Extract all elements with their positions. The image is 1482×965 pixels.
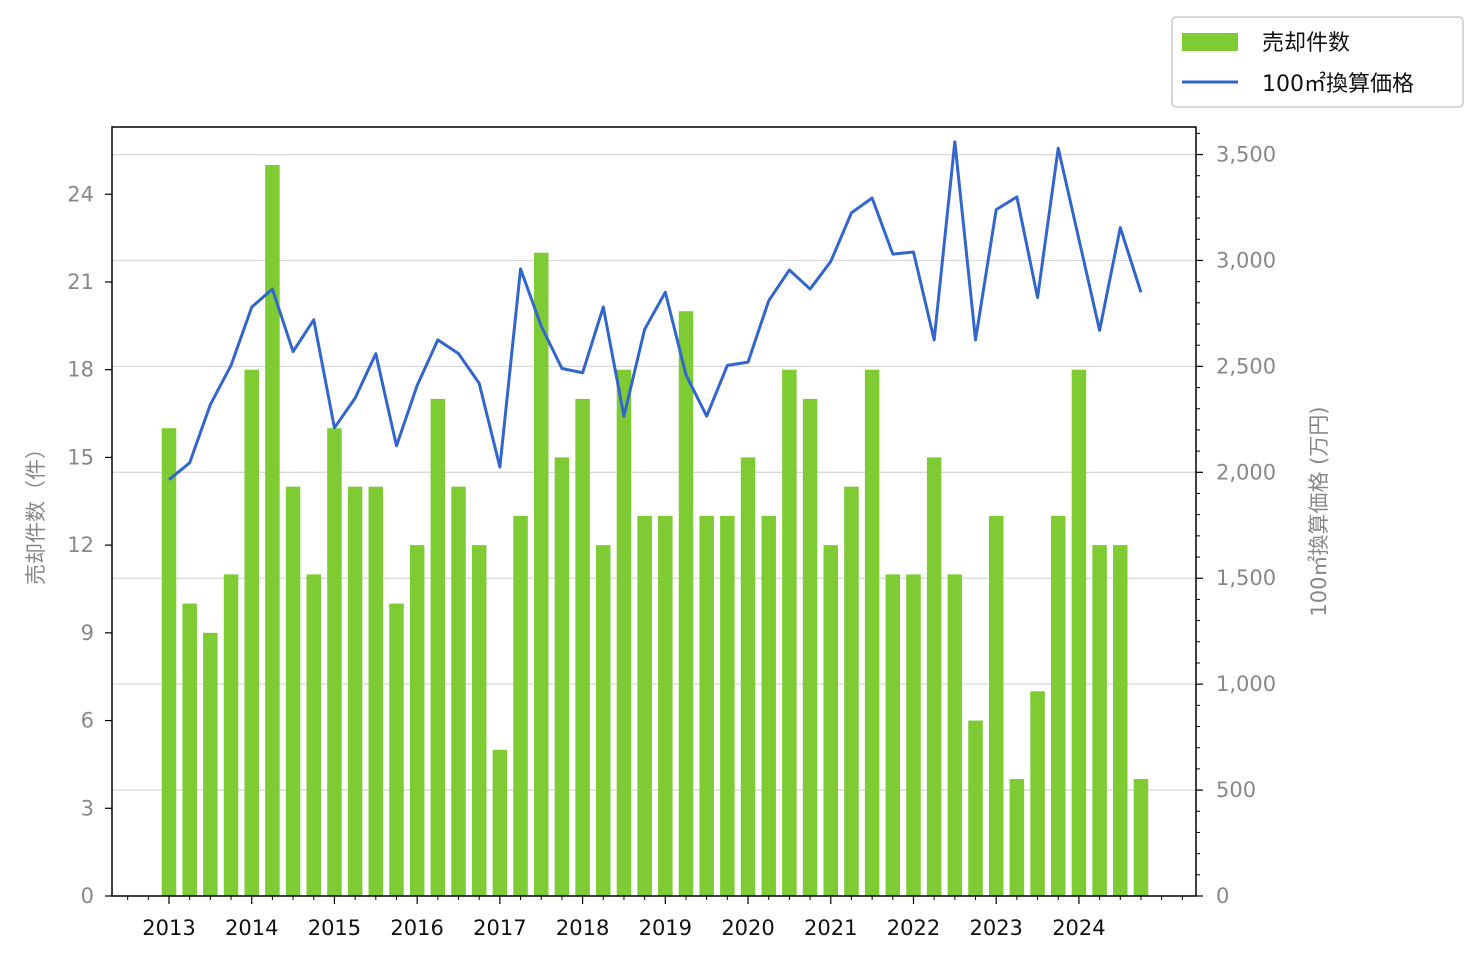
x-tick-label: 2019 bbox=[639, 916, 692, 940]
bar bbox=[658, 516, 673, 896]
y-left-tick-label: 21 bbox=[67, 270, 94, 294]
y-left-tick-label: 6 bbox=[81, 709, 94, 733]
bar bbox=[389, 604, 404, 896]
bar bbox=[1134, 779, 1149, 896]
x-tick-label: 2018 bbox=[556, 916, 609, 940]
x-tick-label: 2016 bbox=[390, 916, 443, 940]
x-tick-label: 2021 bbox=[804, 916, 857, 940]
y-right-tick-label: 3,500 bbox=[1216, 143, 1276, 167]
bar bbox=[410, 545, 425, 896]
bar bbox=[927, 457, 942, 896]
x-tick-label: 2014 bbox=[225, 916, 278, 940]
y-left-tick-label: 12 bbox=[67, 533, 94, 557]
bar bbox=[596, 545, 611, 896]
bar bbox=[906, 574, 921, 896]
bar bbox=[886, 574, 901, 896]
y-right-tick-label: 500 bbox=[1216, 778, 1256, 802]
y-left-tick-label: 18 bbox=[67, 358, 94, 382]
legend-bar-swatch bbox=[1182, 33, 1238, 51]
bar bbox=[431, 399, 446, 896]
bar bbox=[534, 253, 549, 896]
bar bbox=[369, 487, 384, 896]
bar bbox=[182, 604, 197, 896]
bar bbox=[1113, 545, 1128, 896]
bar bbox=[1072, 370, 1087, 896]
bar bbox=[224, 574, 239, 896]
legend-line-label: 100㎡換算価格 bbox=[1262, 71, 1414, 97]
line-series bbox=[169, 142, 1141, 480]
bar bbox=[637, 516, 652, 896]
bar bbox=[265, 165, 280, 896]
y-left-tick-label: 9 bbox=[81, 621, 94, 645]
bar bbox=[761, 516, 776, 896]
y-right-tick-label: 2,000 bbox=[1216, 460, 1276, 484]
bar bbox=[162, 428, 177, 896]
y-right-tick-label: 0 bbox=[1216, 884, 1229, 908]
y-right-tick-label: 1,000 bbox=[1216, 672, 1276, 696]
bar bbox=[348, 487, 363, 896]
bar bbox=[989, 516, 1004, 896]
bar bbox=[451, 487, 466, 896]
y-right-tick-label: 3,000 bbox=[1216, 248, 1276, 272]
bar bbox=[493, 750, 508, 896]
bar bbox=[286, 487, 301, 896]
bar bbox=[968, 721, 983, 896]
y-left-tick-label: 3 bbox=[81, 796, 94, 820]
y-left-axis-title: 売却件数（件） bbox=[24, 438, 48, 585]
legend: 売却件数 100㎡換算価格 bbox=[1172, 17, 1463, 107]
x-tick-label: 2017 bbox=[473, 916, 526, 940]
bar bbox=[307, 574, 322, 896]
bar bbox=[1051, 516, 1066, 896]
bar-series bbox=[162, 165, 1148, 896]
bar bbox=[617, 370, 632, 896]
legend-bar-label: 売却件数 bbox=[1262, 31, 1350, 56]
bar bbox=[679, 311, 694, 896]
bar bbox=[699, 516, 714, 896]
bar bbox=[720, 516, 735, 896]
bar bbox=[948, 574, 963, 896]
bar bbox=[472, 545, 487, 896]
bar bbox=[513, 516, 528, 896]
y-left-tick-label: 0 bbox=[81, 884, 94, 908]
y-right-tick-label: 2,500 bbox=[1216, 354, 1276, 378]
bar bbox=[782, 370, 797, 896]
bar bbox=[865, 370, 880, 896]
bar bbox=[1092, 545, 1107, 896]
bar bbox=[741, 457, 756, 896]
y-right-axis-title: 100㎡換算価格 (万円) bbox=[1307, 406, 1331, 616]
y-left-tick-label: 24 bbox=[67, 182, 94, 206]
bar bbox=[327, 428, 342, 896]
bar bbox=[803, 399, 818, 896]
x-tick-label: 2022 bbox=[887, 916, 940, 940]
bar bbox=[555, 457, 570, 896]
x-tick-label: 2024 bbox=[1052, 916, 1105, 940]
bar bbox=[844, 487, 859, 896]
y-right-tick-label: 1,500 bbox=[1216, 566, 1276, 590]
y-left-tick-label: 15 bbox=[67, 445, 94, 469]
bar bbox=[824, 545, 839, 896]
bar bbox=[575, 399, 590, 896]
bar bbox=[1030, 691, 1045, 896]
price-line bbox=[169, 142, 1141, 480]
x-tick-label: 2015 bbox=[308, 916, 361, 940]
bar bbox=[203, 633, 218, 896]
x-tick-label: 2020 bbox=[721, 916, 774, 940]
bar bbox=[244, 370, 259, 896]
bar bbox=[1010, 779, 1025, 896]
x-tick-label: 2013 bbox=[142, 916, 195, 940]
x-tick-label: 2023 bbox=[969, 916, 1022, 940]
